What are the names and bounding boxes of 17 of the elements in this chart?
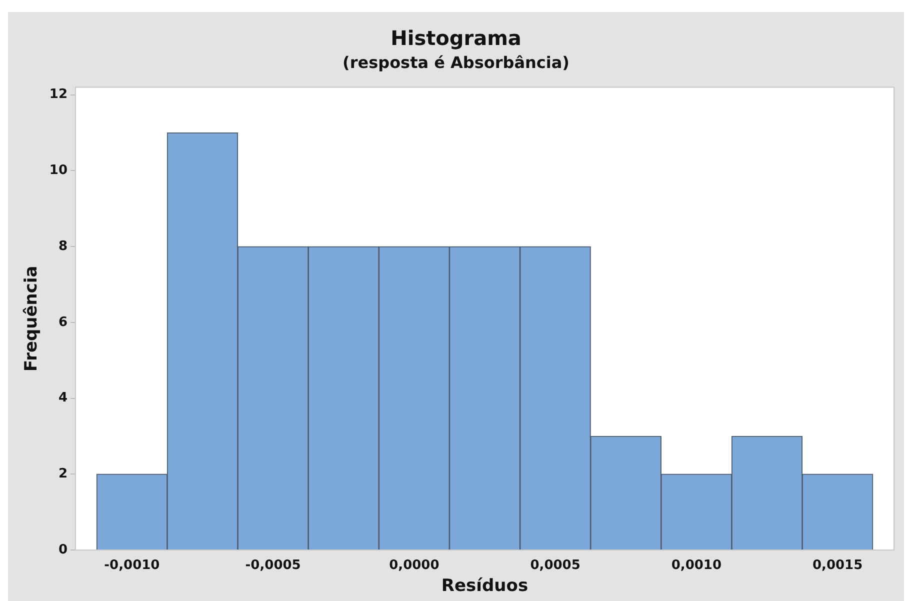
y-tick-label: 12 — [49, 87, 68, 102]
y-tick-label: 10 — [49, 163, 68, 178]
x-tick-label: -0,0010 — [104, 558, 160, 574]
x-tick-label: 0,0010 — [671, 558, 722, 574]
y-tick-label: 4 — [58, 390, 68, 406]
x-tick-label: 0,0015 — [812, 558, 863, 574]
chart-subtitle: (resposta é Absorbância) — [342, 52, 570, 72]
x-tick-label: -0,0005 — [245, 558, 301, 574]
y-tick-label: 6 — [58, 314, 68, 330]
x-tick-label: 0,0005 — [530, 558, 580, 574]
y-tick-label: 0 — [58, 542, 68, 558]
y-tick-label: 8 — [58, 238, 68, 254]
x-tick-label: 0,0000 — [389, 558, 440, 574]
x-axis-title: Resíduos — [441, 576, 528, 596]
y-axis-title: Frequência — [22, 266, 42, 372]
y-tick-label: 2 — [58, 466, 68, 482]
chart-title: Histograma — [390, 26, 522, 50]
